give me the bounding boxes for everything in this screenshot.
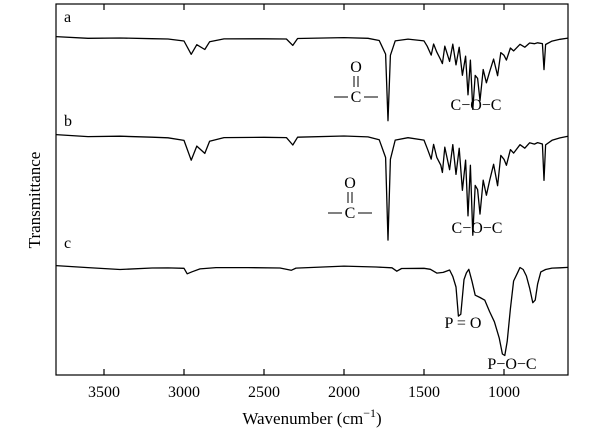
x-tick-label-3000: 3000 [168, 384, 200, 401]
series-label-b: b [64, 113, 72, 130]
annotation-po-c-text: P = O [445, 315, 482, 332]
annotation-coc-b: C−O−C [452, 220, 503, 237]
annotation-carbonyl-b-carbon: C [345, 205, 356, 222]
series-label-c: c [64, 235, 71, 252]
x-tick-layer: 3500 3000 2500 2000 1500 1000 [88, 4, 520, 401]
annotation-coc-a: C−O−C [451, 97, 502, 114]
plot-frame [55, 3, 569, 376]
x-tick-label-1000: 1000 [488, 384, 520, 401]
x-axis-label-main: Wavenumber (cm [242, 409, 363, 428]
x-axis-label-close: ) [376, 409, 382, 428]
series-line-b [55, 133, 569, 241]
series-layer [55, 35, 569, 357]
x-axis-label: Wavenumber (cm−1) [242, 406, 381, 428]
annotation-po-c: P = O [445, 315, 482, 332]
annotation-carbonyl-a-oxygen: O [350, 59, 362, 76]
x-axis-label-unit-sup: −1 [363, 406, 376, 420]
annotation-carbonyl-b: OC [328, 175, 372, 222]
series-label-layer: a b c [64, 9, 72, 252]
annotation-carbonyl-b-oxygen: O [344, 175, 356, 192]
x-tick-label-2000: 2000 [328, 384, 360, 401]
annotation-carbonyl-a-carbon: C [351, 89, 362, 106]
x-tick-label-2500: 2500 [248, 384, 280, 401]
series-line-a [55, 35, 569, 122]
series-line-c [55, 264, 569, 357]
annotation-coc-a-text: C−O−C [451, 97, 502, 114]
y-axis-label: Transmittance [25, 152, 44, 249]
annotation-coc-b-text: C−O−C [452, 220, 503, 237]
annotation-carbonyl-a: OC [334, 59, 378, 106]
series-label-a: a [64, 9, 71, 26]
x-tick-label-1500: 1500 [408, 384, 440, 401]
annotation-poc-c: P−O−C [487, 356, 536, 373]
x-tick-label-3500: 3500 [88, 384, 120, 401]
annotation-poc-c-text: P−O−C [487, 356, 536, 373]
